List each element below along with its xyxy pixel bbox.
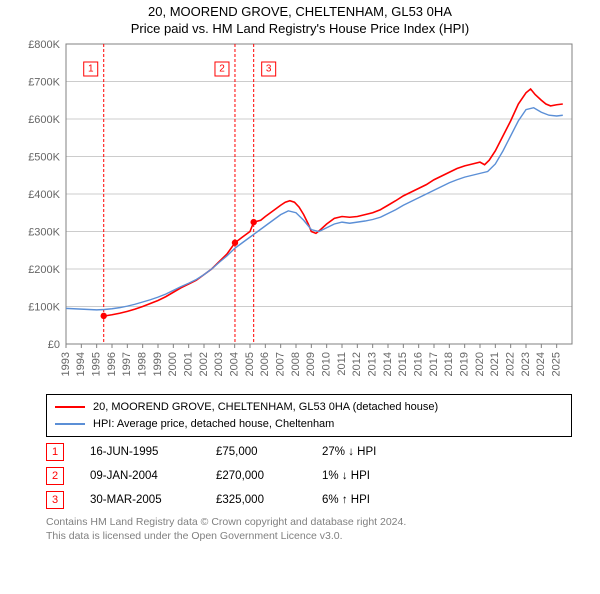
svg-text:2011: 2011 (336, 352, 348, 376)
svg-text:2025: 2025 (551, 352, 563, 376)
svg-text:1996: 1996 (106, 352, 118, 376)
event-date: 30-MAR-2005 (90, 494, 190, 506)
svg-text:£200K: £200K (28, 264, 60, 276)
event-price: £270,000 (216, 470, 296, 482)
svg-text:2007: 2007 (275, 352, 287, 376)
svg-text:2003: 2003 (213, 352, 225, 376)
svg-text:£100K: £100K (28, 302, 60, 314)
svg-text:£400K: £400K (28, 189, 60, 201)
events-table: 1 16-JUN-1995 £75,000 27% ↓ HPI 2 09-JAN… (46, 443, 572, 509)
legend: 20, MOOREND GROVE, CHELTENHAM, GL53 0HA … (46, 394, 572, 437)
svg-text:2021: 2021 (489, 352, 501, 376)
svg-text:2001: 2001 (183, 352, 195, 376)
svg-text:3: 3 (266, 64, 272, 75)
svg-text:2010: 2010 (321, 352, 333, 376)
svg-text:2012: 2012 (351, 352, 363, 376)
legend-swatch (55, 406, 85, 408)
footer-line: Contains HM Land Registry data © Crown c… (46, 515, 572, 529)
event-date: 09-JAN-2004 (90, 470, 190, 482)
price-chart: £0 £100K £200K £300K £400K £500K £600K £700K £80… (20, 38, 580, 388)
legend-label: HPI: Average price, detached house, Chel… (93, 416, 334, 433)
svg-text:1994: 1994 (75, 352, 87, 376)
svg-text:£800K: £800K (28, 39, 60, 51)
event-price: £325,000 (216, 494, 296, 506)
svg-text:1998: 1998 (137, 352, 149, 376)
svg-text:2018: 2018 (443, 352, 455, 376)
event-marker-icon: 2 (46, 467, 64, 485)
footer: Contains HM Land Registry data © Crown c… (46, 515, 572, 543)
svg-text:2020: 2020 (474, 352, 486, 376)
svg-text:2014: 2014 (382, 352, 394, 376)
svg-text:1997: 1997 (121, 352, 133, 376)
svg-text:2019: 2019 (459, 352, 471, 376)
svg-text:2008: 2008 (290, 352, 302, 376)
event-row: 3 30-MAR-2005 £325,000 6% ↑ HPI (46, 491, 572, 509)
svg-text:£300K: £300K (28, 227, 60, 239)
svg-text:2013: 2013 (367, 352, 379, 376)
page-subtitle: Price paid vs. HM Land Registry's House … (0, 21, 600, 36)
svg-text:£500K: £500K (28, 152, 60, 164)
event-change: 27% ↓ HPI (322, 446, 412, 458)
svg-text:2022: 2022 (505, 352, 517, 376)
event-row: 1 16-JUN-1995 £75,000 27% ↓ HPI (46, 443, 572, 461)
page-title: 20, MOOREND GROVE, CHELTENHAM, GL53 0HA (0, 4, 600, 19)
event-change: 1% ↓ HPI (322, 470, 412, 482)
legend-item: HPI: Average price, detached house, Chel… (55, 416, 563, 433)
svg-text:2009: 2009 (305, 352, 317, 376)
event-marker-icon: 3 (46, 491, 64, 509)
legend-item: 20, MOOREND GROVE, CHELTENHAM, GL53 0HA … (55, 399, 563, 416)
legend-swatch (55, 423, 85, 425)
event-date: 16-JUN-1995 (90, 446, 190, 458)
svg-text:£600K: £600K (28, 114, 60, 126)
svg-text:2016: 2016 (413, 352, 425, 376)
svg-text:2023: 2023 (520, 352, 532, 376)
footer-line: This data is licensed under the Open Gov… (46, 529, 572, 543)
svg-text:1: 1 (88, 64, 94, 75)
svg-text:£700K: £700K (28, 77, 60, 89)
legend-label: 20, MOOREND GROVE, CHELTENHAM, GL53 0HA … (93, 399, 438, 416)
svg-text:2015: 2015 (397, 352, 409, 376)
svg-text:2000: 2000 (167, 352, 179, 376)
svg-text:2004: 2004 (229, 352, 241, 376)
svg-text:2017: 2017 (428, 352, 440, 376)
svg-text:1993: 1993 (60, 352, 72, 376)
event-marker-icon: 1 (46, 443, 64, 461)
svg-text:2005: 2005 (244, 352, 256, 376)
svg-text:£0: £0 (48, 339, 60, 351)
event-row: 2 09-JAN-2004 £270,000 1% ↓ HPI (46, 467, 572, 485)
event-change: 6% ↑ HPI (322, 494, 412, 506)
svg-text:2024: 2024 (535, 352, 547, 376)
svg-text:2002: 2002 (198, 352, 210, 376)
event-price: £75,000 (216, 446, 296, 458)
svg-text:2006: 2006 (259, 352, 271, 376)
svg-text:1995: 1995 (91, 352, 103, 376)
svg-text:1999: 1999 (152, 352, 164, 376)
svg-text:2: 2 (219, 64, 225, 75)
